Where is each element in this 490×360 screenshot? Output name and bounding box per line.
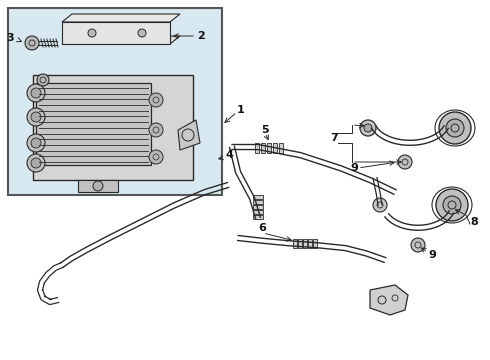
Bar <box>253 200 263 204</box>
Polygon shape <box>78 180 118 192</box>
Text: 9: 9 <box>428 250 436 260</box>
Circle shape <box>25 36 39 50</box>
Circle shape <box>149 150 163 164</box>
Bar <box>279 143 283 153</box>
Text: 9: 9 <box>350 163 358 173</box>
Circle shape <box>149 123 163 137</box>
Circle shape <box>373 198 387 212</box>
Circle shape <box>27 84 45 102</box>
Polygon shape <box>62 36 180 44</box>
Bar <box>62 22 170 44</box>
Bar <box>273 143 277 153</box>
Circle shape <box>138 29 146 37</box>
Bar <box>253 205 263 209</box>
Circle shape <box>398 155 412 169</box>
Bar <box>293 239 297 248</box>
Bar <box>255 143 259 153</box>
Circle shape <box>88 29 96 37</box>
Bar <box>298 239 302 248</box>
Circle shape <box>446 119 464 137</box>
Circle shape <box>31 158 41 168</box>
Bar <box>36 83 151 165</box>
Bar <box>261 143 265 153</box>
Circle shape <box>31 88 41 98</box>
Circle shape <box>443 196 461 214</box>
Circle shape <box>364 124 372 132</box>
Circle shape <box>37 74 49 86</box>
Polygon shape <box>178 120 200 150</box>
Polygon shape <box>370 285 408 315</box>
Circle shape <box>439 112 471 144</box>
Polygon shape <box>62 14 180 22</box>
Bar <box>253 215 263 219</box>
Circle shape <box>360 120 376 136</box>
Text: 7: 7 <box>330 133 338 143</box>
Circle shape <box>27 134 45 152</box>
Text: 4: 4 <box>225 150 233 160</box>
Text: 2: 2 <box>197 31 205 41</box>
Bar <box>33 75 193 180</box>
Bar <box>267 143 271 153</box>
Text: 6: 6 <box>258 223 266 233</box>
Bar <box>313 239 317 248</box>
Bar <box>8 8 222 195</box>
Circle shape <box>31 112 41 122</box>
Circle shape <box>27 154 45 172</box>
Circle shape <box>27 108 45 126</box>
Circle shape <box>93 181 103 191</box>
Text: 3: 3 <box>6 33 14 43</box>
Circle shape <box>436 189 468 221</box>
Text: 8: 8 <box>470 217 478 227</box>
Text: 5: 5 <box>261 125 269 135</box>
Bar <box>253 210 263 214</box>
Circle shape <box>411 238 425 252</box>
Bar <box>253 195 263 199</box>
Bar <box>308 239 312 248</box>
Bar <box>303 239 307 248</box>
Circle shape <box>31 138 41 148</box>
Text: 1: 1 <box>237 105 245 115</box>
Circle shape <box>149 93 163 107</box>
